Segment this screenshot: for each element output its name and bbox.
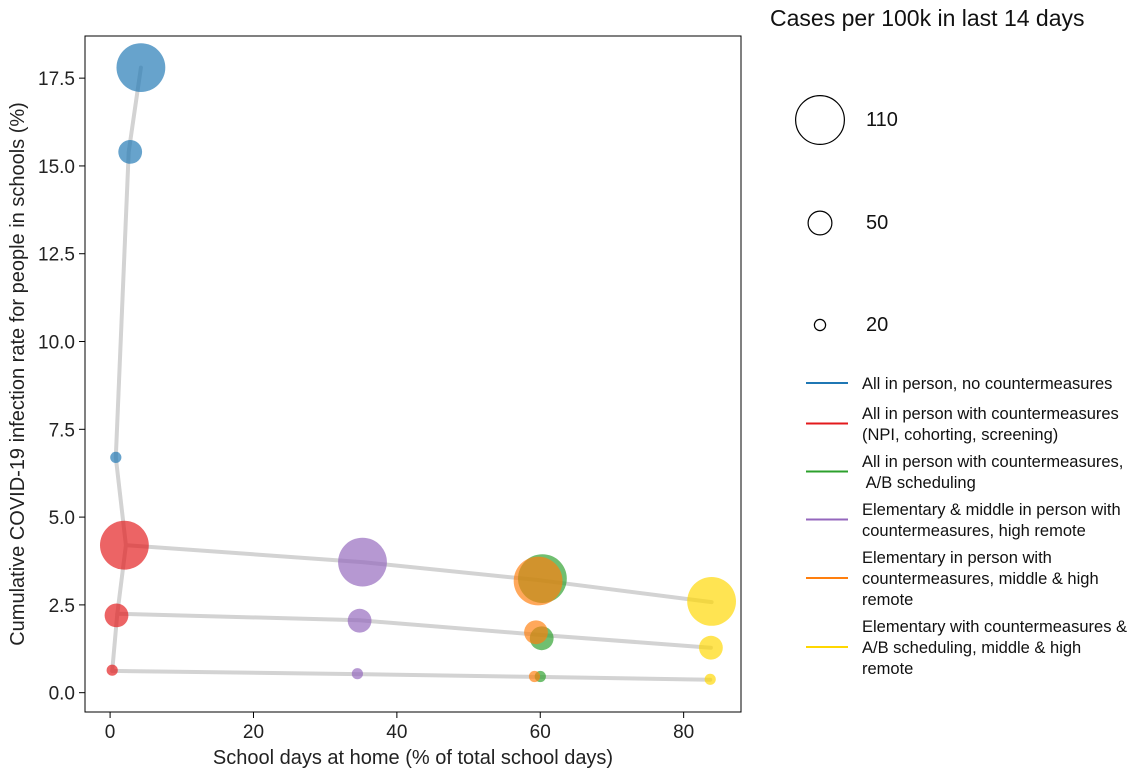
x-tick-label: 40 [386,722,407,743]
legend-entry-line: All in person with countermeasures [862,405,1119,423]
y-axis-ticks: 0.0 2.5 5.0 7.5 10.0 12.5 15.0 17.5 [38,69,85,705]
data-bubble [100,520,149,570]
data-bubble [104,603,129,628]
x-tick-label: 60 [530,722,551,743]
legend-entry-label: All in person, no countermeasures [862,375,1112,393]
data-bubble [351,668,363,680]
legend-entry-line: A/B scheduling, middle & high [862,639,1081,657]
trend-line [110,668,713,682]
legend-entry-line: remote [862,591,913,609]
size-legend-label: 110 [866,109,898,131]
legend-entry-label: All in person with countermeasures (NPI, … [862,405,1119,444]
legend-entry-line: countermeasures, high remote [862,522,1086,540]
y-tick-label: 7.5 [49,420,75,441]
data-bubble [106,664,118,676]
size-legend-marker [813,318,827,332]
size-legend-marker [807,210,833,236]
legend-entry-line: (NPI, cohorting, screening) [862,426,1058,444]
data-bubble [347,608,372,633]
x-tick-label: 0 [105,722,116,743]
legend-entry-line: All in person with countermeasures, [862,453,1123,471]
legend-entry-label: Elementary with countermeasures & A/B sch… [862,618,1127,678]
legend-entry-line: Elementary & middle in person with [862,501,1121,519]
data-bubble [338,537,387,587]
x-tick-label: 20 [243,722,264,743]
legend-entry-label: All in person with countermeasures, A/B … [862,453,1123,492]
plot-area [85,36,741,712]
x-axis-label: School days at home (% of total school d… [213,747,613,769]
y-tick-label: 0.0 [49,684,75,705]
legend-entry-line: remote [862,660,913,678]
legend-entry-line: Elementary with countermeasures & [862,618,1127,636]
data-bubble [118,140,143,164]
legend-entry-line: All in person, no countermeasures [862,375,1112,393]
data-bubble [513,556,563,606]
data-bubble [699,635,723,660]
legend-entry-line: countermeasures, middle & high [862,570,1099,588]
plot-frame [84,35,742,713]
y-tick-label: 17.5 [38,69,75,90]
data-bubble [116,43,166,92]
y-tick-label: 15.0 [38,157,75,178]
data-bubble [528,670,541,683]
legend-entry-line: Elementary in person with [862,549,1052,567]
size-legend-title: Cases per 100k in last 14 days [770,5,1085,31]
y-tick-label: 12.5 [38,245,75,266]
legend-entry-label: Elementary & middle in person with counte… [862,501,1121,540]
x-tick-label: 80 [673,722,694,743]
bubbles [100,43,736,685]
y-axis-label: Cumulative COVID-19 infection rate for p… [7,102,29,646]
size-legend: 110 50 20 [794,94,898,336]
x-axis-ticks: 0 20 40 60 80 [105,712,694,743]
data-bubble [524,620,548,645]
trend-line [113,65,143,548]
data-bubble [704,673,716,685]
y-tick-label: 5.0 [49,508,75,529]
legend-entry-line: A/B scheduling [862,474,976,492]
data-bubble [110,451,122,463]
data-bubble [687,577,736,626]
legend-entry-label: Elementary in person with countermeasures… [862,549,1099,609]
size-legend-marker [794,94,845,145]
size-legend-label: 50 [866,212,888,234]
y-tick-label: 10.0 [38,333,75,354]
y-tick-label: 2.5 [49,596,75,617]
size-legend-label: 20 [866,314,888,336]
series-legend: All in person, no countermeasures All in … [806,375,1127,678]
